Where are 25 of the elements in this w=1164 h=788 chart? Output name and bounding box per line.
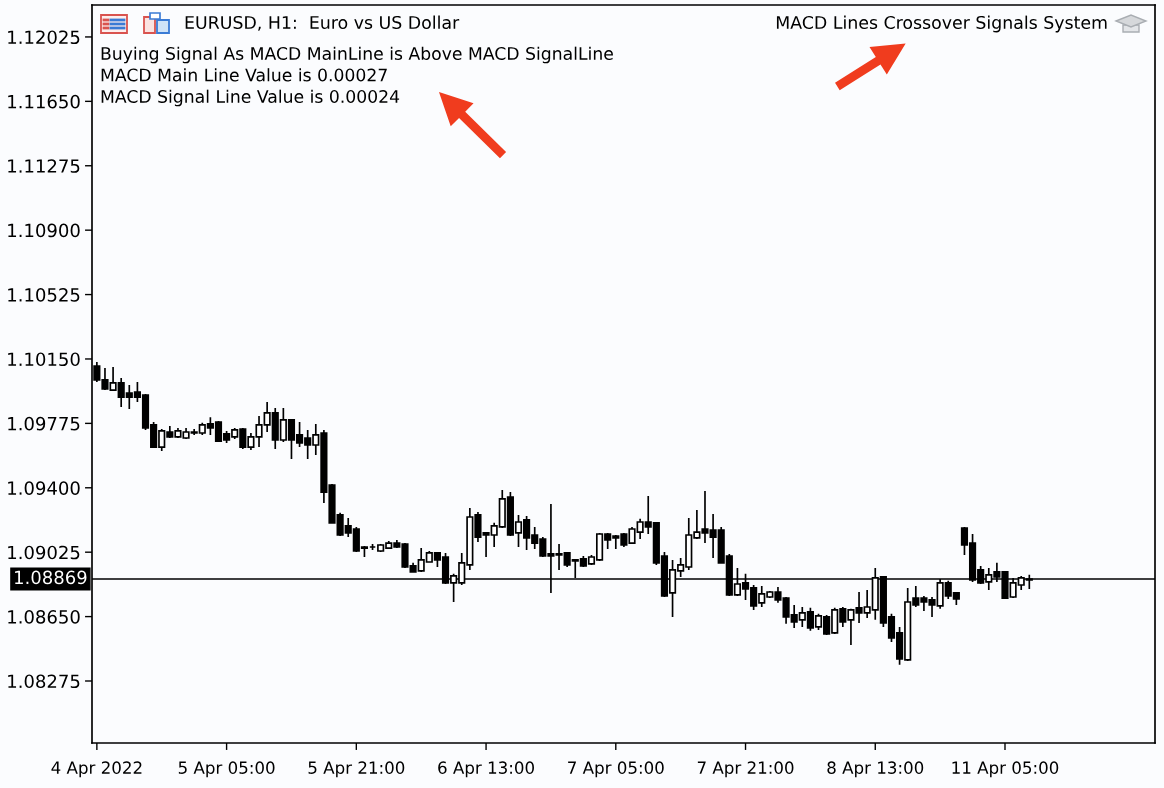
y-tick-label: 1.09400 bbox=[8, 481, 80, 495]
x-tick-label: 6 Apr 13:00 bbox=[438, 761, 534, 778]
x-tick-label: 5 Apr 05:00 bbox=[178, 761, 275, 778]
x-tick-label: 4 Apr 2022 bbox=[51, 761, 142, 778]
y-tick-label: 1.10525 bbox=[8, 288, 80, 302]
y-tick-label: 1.09775 bbox=[8, 416, 80, 431]
x-tick-label: 7 Apr 21:00 bbox=[697, 761, 794, 778]
annotation: MACD Main Line Value is 0.00027 bbox=[101, 68, 387, 82]
x-tick-label: 8 Apr 13:00 bbox=[827, 761, 924, 778]
y-tick-label: 1.12025 bbox=[8, 30, 80, 45]
y-tick-label: 1.08275 bbox=[8, 674, 80, 689]
y-tick-label: 1.10150 bbox=[8, 352, 80, 367]
y-tick-label: 1.10900 bbox=[8, 223, 80, 238]
annotation: MACD Signal Line Value is 0.00024 bbox=[101, 89, 400, 107]
text: MACD Lines Crossover Signals System bbox=[776, 15, 1107, 33]
y-tick-label: 1.11275 bbox=[8, 159, 80, 173]
y-tick-label: 1.11650 bbox=[8, 94, 80, 109]
x-tick-label: 11 Apr 05:00 bbox=[952, 761, 1059, 778]
y-tick-label: 1.08650 bbox=[8, 610, 80, 624]
annotation: Buying Signal As MACD MainLine is Above MACD SignalLine bbox=[101, 46, 613, 64]
x-tick-label: 7 Apr 05:00 bbox=[568, 761, 664, 778]
y-tick-label: 1.09025 bbox=[8, 545, 80, 560]
x-tick-label: 5 Apr 21:00 bbox=[308, 761, 405, 778]
ref-line-label: 1.08869 bbox=[15, 570, 87, 585]
text: EURUSD, H1: Euro vs US Dollar bbox=[185, 15, 460, 31]
